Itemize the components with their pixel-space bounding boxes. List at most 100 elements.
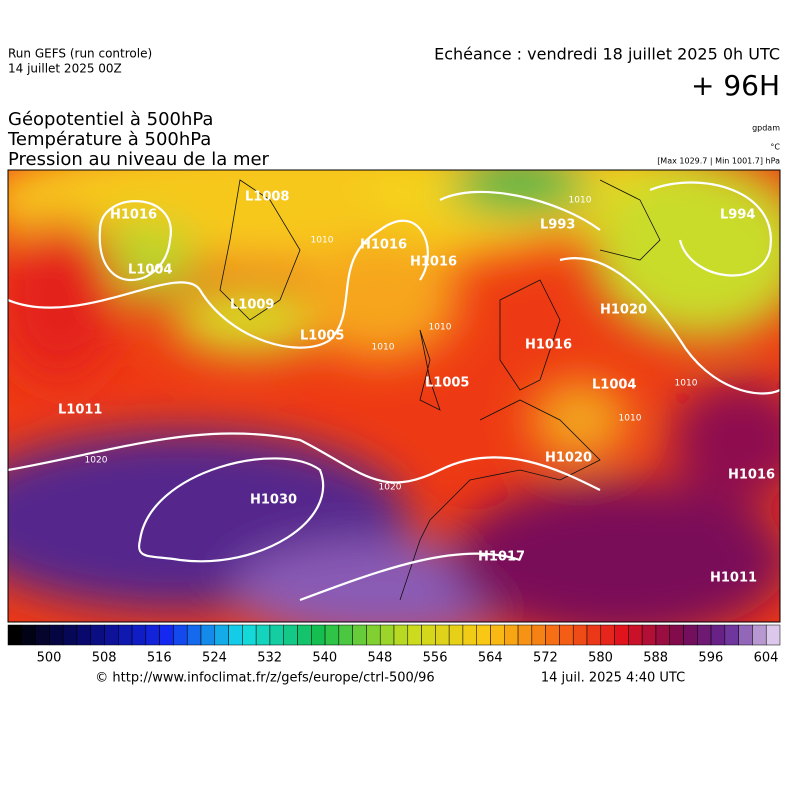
pressure-center: L1011: [58, 403, 102, 418]
colorbar-cell: [683, 624, 698, 646]
colorbar-cell: [559, 624, 574, 646]
colorbar-cell: [49, 624, 64, 646]
colorbar-cell: [7, 624, 23, 646]
colorbar-tick-label: 540: [312, 651, 337, 666]
colorbar-cell: [297, 624, 312, 646]
colorbar-cell: [283, 624, 298, 646]
colorbar-cell: [752, 624, 767, 646]
source-link[interactable]: © http://www.infoclimat.fr/z/gefs/europe…: [95, 671, 434, 686]
colorbar-cell: [173, 624, 188, 646]
colorbar-cell: [338, 624, 353, 646]
colorbar-cell: [490, 624, 505, 646]
lead-time: + 96H: [691, 69, 780, 102]
pressure-center: H1020: [545, 451, 592, 466]
isobar-label: 1020: [379, 483, 402, 493]
colorbar-tick-label: 532: [257, 651, 282, 666]
colorbar-tick-label: 500: [37, 651, 62, 666]
colorbar-cell: [118, 624, 133, 646]
colorbar-cell: [311, 624, 326, 646]
colorbar-cell: [352, 624, 367, 646]
colorbar-cell: [90, 624, 105, 646]
colorbar-tick-label: 596: [698, 651, 723, 666]
pressure-center: L994: [720, 208, 755, 223]
colorbar-cell: [545, 624, 560, 646]
colorbar-cell: [697, 624, 712, 646]
pressure-center: H1030: [250, 493, 297, 508]
colorbar-cell: [504, 624, 519, 646]
pressure-center: H1016: [410, 255, 457, 270]
isobar-label: 1010: [619, 414, 642, 424]
pressure-center: H1017: [478, 550, 525, 565]
colorbar-tick-label: 524: [202, 651, 227, 666]
pressure-center: L1004: [592, 378, 636, 393]
colorbar-cell: [35, 624, 50, 646]
colorbar-cell: [738, 624, 753, 646]
colorbar-cell: [159, 624, 174, 646]
colorbar-cell: [655, 624, 670, 646]
colorbar-cell: [145, 624, 160, 646]
colorbar-tick-label: 516: [147, 651, 172, 666]
colorbar-tick-label: 556: [423, 651, 448, 666]
colorbar-cell: [765, 624, 781, 646]
pressure-center: H1016: [110, 208, 157, 223]
colorbar-cell: [586, 624, 602, 646]
colorbar-tick-label: 588: [643, 651, 668, 666]
colorbar-cell: [476, 624, 491, 646]
colorbar-cell: [186, 624, 202, 646]
pressure-center: L1005: [300, 329, 344, 344]
colorbar-cell: [76, 624, 91, 646]
pressure-center: H1016: [360, 238, 407, 253]
field-name: Géopotentiel à 500hPa: [8, 109, 213, 130]
pressure-center: L1004: [128, 263, 172, 278]
generated-time: 14 juil. 2025 4:40 UTC: [541, 671, 685, 686]
colorbar-cell: [628, 624, 643, 646]
colorbar-cell: [710, 624, 726, 646]
isobar-label: 1010: [569, 196, 592, 206]
pressure-center: L993: [540, 218, 575, 233]
colorbar-cell: [517, 624, 533, 646]
pressure-center: H1020: [600, 303, 647, 318]
isobar-label: 1010: [311, 236, 334, 246]
field-name: Température à 500hPa: [7, 129, 211, 150]
map-frame: [7, 169, 781, 623]
colorbar-cell: [600, 624, 615, 646]
pressure-center: L1009: [230, 298, 274, 313]
colorbar-cell: [379, 624, 395, 646]
isobar-label: 1010: [675, 379, 698, 389]
colorbar-cell: [324, 624, 340, 646]
colorbar-cell: [214, 624, 229, 646]
colorbar-cell: [421, 624, 436, 646]
pressure-center: L1008: [245, 190, 289, 205]
isobar-label: 1010: [372, 343, 395, 353]
colorbar-cell: [435, 624, 450, 646]
colorbar-cell: [724, 624, 739, 646]
pressure-center: H1016: [525, 338, 572, 353]
colorbar-cell: [255, 624, 271, 646]
colorbar-cell: [104, 624, 119, 646]
colorbar-cell: [393, 624, 409, 646]
colorbar-tick-label: 580: [588, 651, 613, 666]
run-label: Run GEFS (run controle): [8, 47, 152, 61]
unit-label: °C: [770, 143, 780, 152]
colorbar-cell: [21, 624, 36, 646]
isobar-label: 1010: [429, 323, 452, 333]
forecast-time: Echéance : vendredi 18 juillet 2025 0h U…: [434, 45, 780, 64]
colorbar-cell: [242, 624, 257, 646]
unit-label: gpdam: [752, 124, 780, 133]
run-date: 14 juillet 2025 00Z: [8, 62, 122, 76]
pressure-center: L1005: [425, 376, 469, 391]
colorbar-cell: [614, 624, 629, 646]
colorbar-cell: [572, 624, 588, 646]
colorbar-cell: [62, 624, 78, 646]
colorbar-cell: [200, 624, 216, 646]
colorbar-cell: [462, 624, 477, 646]
colorbar-cell: [407, 624, 422, 646]
colorbar-cell: [641, 624, 657, 646]
field-name: Pression au niveau de la mer: [8, 149, 270, 170]
colorbar-tick-label: 548: [368, 651, 393, 666]
colorbar-cell: [531, 624, 546, 646]
colorbar-cell: [448, 624, 464, 646]
isobar-label: 1020: [85, 456, 108, 466]
pressure-center: H1016: [728, 468, 775, 483]
map: [8, 170, 780, 622]
